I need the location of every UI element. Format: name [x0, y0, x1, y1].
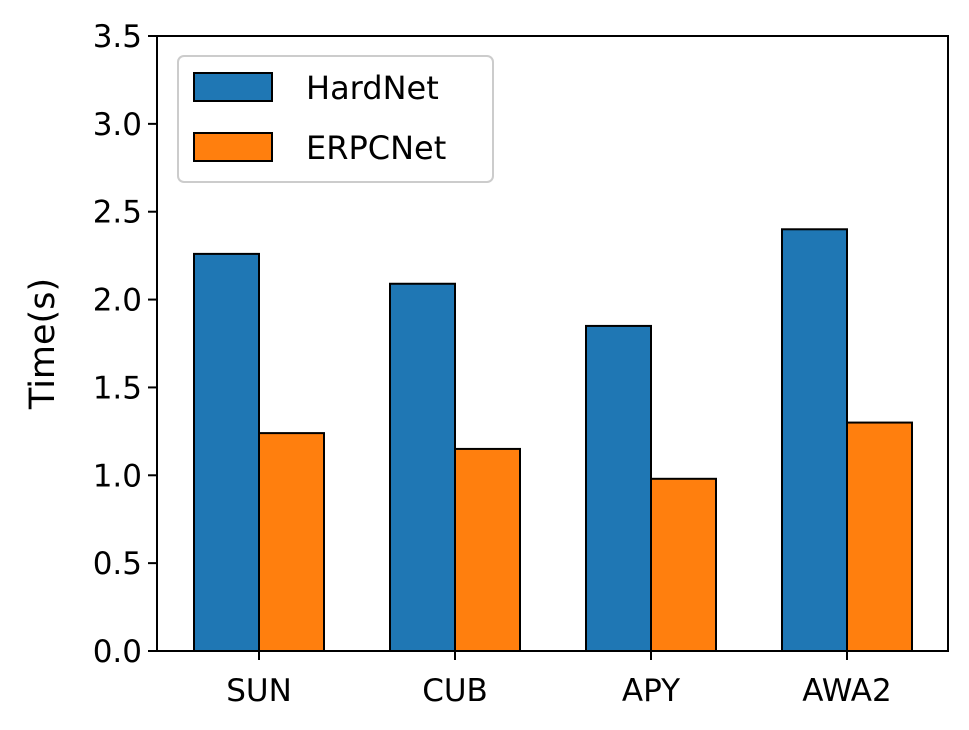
legend: HardNet ERPCNet [177, 55, 494, 183]
y-tick-label: 3.5 [93, 19, 142, 55]
bars-layer [193, 228, 913, 653]
x-tick-label: APY [622, 673, 680, 709]
y-axis-label: Time(s) [23, 278, 63, 410]
legend-swatch-hardnet [193, 72, 273, 102]
bar-erpcnet-awa2 [846, 421, 913, 653]
x-axis: SUN CUB APY AWA2 [226, 651, 892, 709]
x-tick-label: AWA2 [802, 673, 891, 709]
y-tick-label: 2.0 [93, 283, 142, 319]
bar-hardnet-sun [193, 252, 260, 652]
y-tick-label: 0.0 [93, 634, 142, 670]
x-tick-label: CUB [422, 673, 488, 709]
y-tick-label: 3.0 [93, 107, 142, 143]
bar-hardnet-apy [585, 324, 652, 652]
bar-hardnet-cub [389, 282, 456, 652]
bar-erpcnet-apy [650, 477, 717, 652]
legend-swatch-erpcnet [193, 132, 273, 162]
x-tick-label: SUN [226, 673, 292, 709]
bar-erpcnet-cub [454, 447, 521, 652]
y-tick-label: 1.0 [93, 458, 142, 494]
y-tick-label: 0.5 [93, 546, 142, 582]
legend-label-hardnet: HardNet [306, 69, 439, 107]
bar-erpcnet-sun [258, 432, 325, 652]
bar-hardnet-awa2 [781, 228, 848, 653]
y-axis: 0.0 0.5 1.0 1.5 2.0 2.5 3.0 3.5 [93, 19, 157, 670]
plot-frame [156, 35, 949, 652]
y-tick-label: 1.5 [93, 370, 142, 406]
y-tick-label: 2.5 [93, 195, 142, 231]
legend-label-erpcnet: ERPCNet [306, 129, 446, 167]
